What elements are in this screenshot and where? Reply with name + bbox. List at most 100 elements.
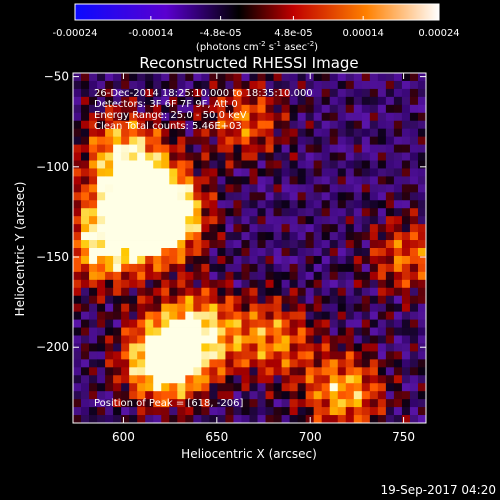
heatmap-cell — [417, 112, 427, 122]
heatmap-cell — [417, 287, 427, 297]
heatmap-cell — [97, 216, 106, 225]
heatmap-cell — [97, 160, 106, 169]
heatmap-cell — [377, 96, 387, 106]
heatmap-cell — [121, 240, 130, 249]
heatmap-cell — [409, 88, 419, 98]
x-axis-ticks: 600 650 700 750 — [112, 73, 415, 444]
heatmap-cell — [321, 407, 331, 416]
heatmap-cell — [281, 303, 291, 313]
heatmap-cell — [137, 184, 146, 193]
heatmap-cell — [129, 152, 138, 161]
heatmap-cell — [361, 232, 371, 241]
annotation-clean-counts: Clean Total counts: 5.46E+03 — [94, 121, 242, 132]
heatmap-cell — [153, 271, 162, 281]
heatmap-cell — [321, 287, 331, 297]
heatmap-cell — [233, 232, 242, 241]
heatmap-cell — [209, 120, 218, 130]
heatmap-cell — [393, 248, 403, 257]
heatmap-cell — [225, 128, 234, 138]
heatmap-cell — [129, 303, 138, 313]
heatmap-cell — [345, 271, 355, 281]
heatmap-cell — [113, 224, 122, 233]
heatmap-cell — [289, 104, 299, 114]
heatmap-cell — [321, 184, 331, 193]
heatmap-cell — [233, 160, 242, 169]
heatmap-cell — [241, 407, 250, 416]
heatmap-cell — [105, 208, 114, 217]
heatmap-cell — [393, 351, 403, 360]
footer-timestamp: 19-Sep-2017 04:20 — [381, 483, 496, 497]
heatmap-cell — [377, 120, 387, 130]
heatmap-cell — [257, 287, 266, 297]
heatmap-cell — [281, 407, 291, 416]
heatmap-cell — [305, 200, 315, 209]
heatmap-cell — [209, 224, 218, 233]
heatmap-cell — [273, 415, 282, 424]
heatmap-cell — [417, 263, 427, 273]
heatmap-cell — [201, 208, 210, 217]
heatmap-cell — [129, 407, 138, 416]
heatmap-cell — [329, 216, 339, 225]
heatmap-cell — [353, 327, 363, 336]
heatmap-cell — [225, 263, 234, 273]
heatmap-cell — [353, 407, 363, 416]
heatmap-cell — [345, 407, 355, 416]
heatmap-cell — [177, 399, 186, 408]
heatmap-cell — [265, 80, 274, 90]
heatmap-cell — [273, 200, 282, 209]
heatmap-cell — [225, 120, 234, 130]
heatmap-cell — [81, 224, 90, 233]
heatmap-cell — [249, 152, 258, 161]
heatmap-cell — [169, 263, 178, 273]
heatmap-cell — [377, 263, 387, 273]
heatmap-cell — [313, 120, 323, 130]
heatmap-cell — [169, 112, 178, 122]
heatmap-cell — [329, 104, 339, 114]
heatmap-cell — [273, 80, 282, 90]
heatmap-cell — [225, 216, 234, 225]
heatmap-cell — [233, 343, 242, 352]
heatmap-cell — [145, 407, 154, 416]
heatmap-cell — [153, 255, 162, 265]
heatmap-cell — [385, 335, 395, 344]
heatmap-cell — [337, 120, 347, 130]
heatmap-cell — [73, 232, 82, 241]
heatmap-cell — [169, 136, 178, 145]
heatmap-cell — [185, 319, 194, 328]
heatmap-cell — [97, 112, 106, 122]
heatmap-cell — [225, 279, 234, 289]
heatmap-cell — [193, 295, 202, 305]
heatmap-cell — [369, 112, 379, 122]
heatmap-cell — [321, 240, 331, 249]
heatmap-cell — [273, 176, 282, 185]
heatmap-cell — [145, 120, 154, 130]
heatmap-cell — [105, 327, 114, 336]
heatmap-cell — [313, 279, 323, 289]
heatmap-cell — [169, 104, 178, 114]
heatmap-cell — [401, 391, 411, 400]
heatmap-cell — [369, 152, 379, 161]
heatmap-cell — [353, 168, 363, 177]
heatmap-cell — [409, 367, 419, 376]
heatmap-cell — [417, 152, 427, 161]
heatmap-cell — [185, 160, 194, 169]
heatmap-cell — [257, 391, 266, 400]
heatmap-cell — [233, 120, 242, 130]
heatmap-cell — [313, 176, 323, 185]
heatmap-cell — [201, 112, 210, 122]
heatmap-cell — [345, 279, 355, 289]
heatmap-cell — [313, 415, 323, 424]
heatmap-cell — [97, 311, 106, 320]
heatmap-cell — [225, 255, 234, 265]
heatmap-cell — [81, 104, 90, 114]
heatmap-cell — [209, 88, 218, 98]
heatmap-cell — [105, 263, 114, 273]
heatmap-cell — [225, 271, 234, 281]
heatmap-cell — [161, 152, 170, 161]
heatmap-cell — [121, 327, 130, 336]
heatmap-cell — [193, 263, 202, 273]
heatmap-cell — [337, 391, 347, 400]
heatmap-cell — [145, 415, 154, 424]
heatmap-cell — [393, 391, 403, 400]
heatmap-cell — [209, 295, 218, 305]
